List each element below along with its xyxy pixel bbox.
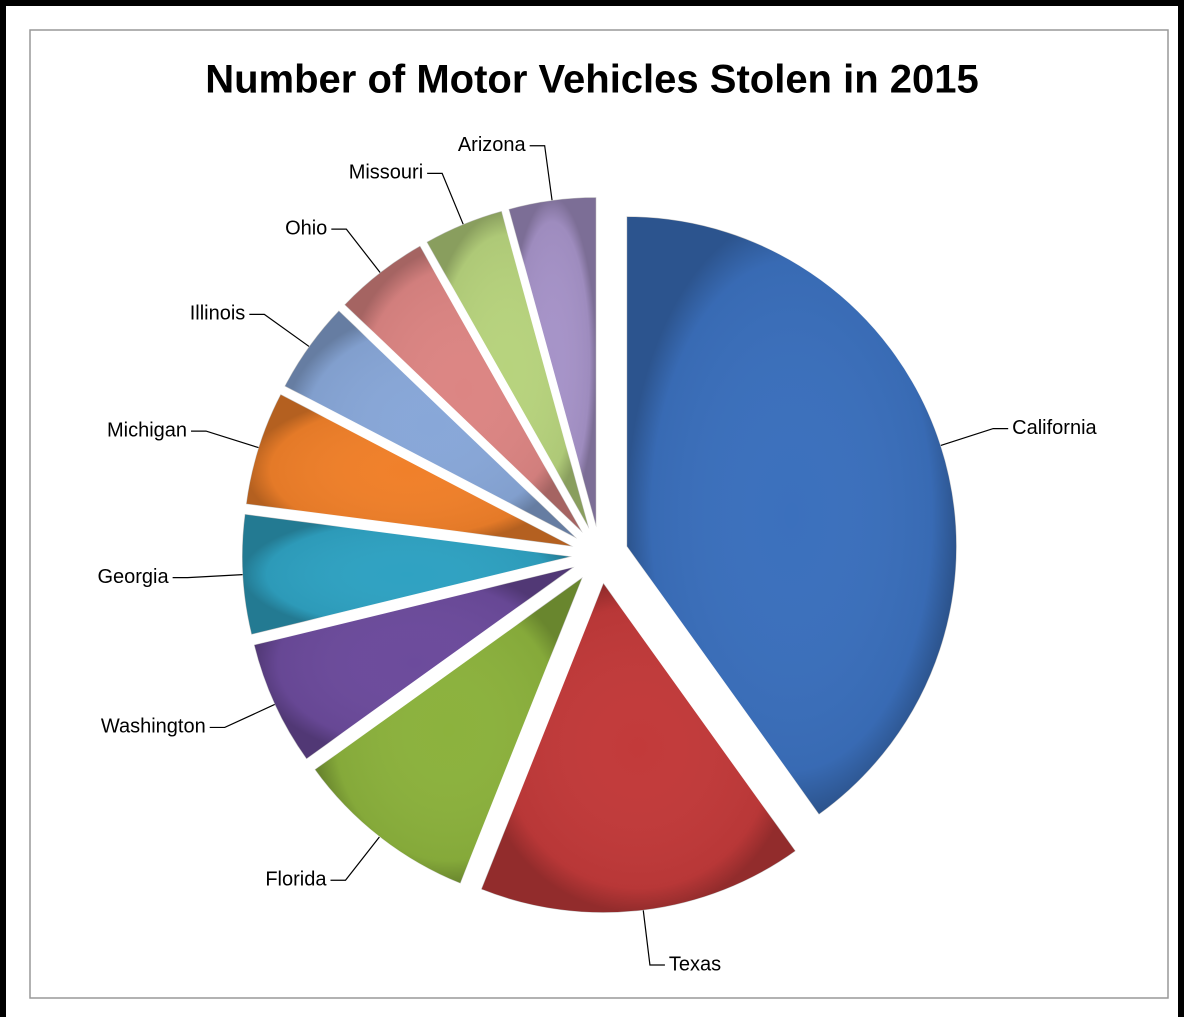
pie: California Texas Florida Washington Georgia M… [97, 134, 1097, 975]
leader-line [191, 430, 259, 449]
leader-line [172, 574, 243, 579]
slice-label: Washington [101, 716, 206, 738]
slice-label: Florida [265, 869, 327, 891]
leader-line [940, 428, 1009, 447]
chart-title: Number of Motor Vehicles Stolen in 2015 [205, 58, 979, 102]
leader-line [330, 836, 380, 881]
slice-label: Georgia [97, 566, 169, 588]
leader-line [249, 313, 310, 347]
leader-line [529, 145, 553, 201]
plot-border [29, 29, 1169, 999]
leader-line [427, 172, 464, 225]
slice-label: Michigan [107, 419, 187, 441]
slice-label: Ohio [285, 217, 327, 239]
slice-label: Texas [669, 953, 721, 975]
slice-label: California [1012, 417, 1097, 439]
slice-label: Arizona [458, 134, 527, 156]
leader-line [331, 228, 381, 273]
slice-label: Missouri [349, 162, 423, 184]
slice-label: Illinois [190, 303, 246, 325]
leader-line [209, 703, 275, 729]
leader-line [642, 910, 665, 966]
